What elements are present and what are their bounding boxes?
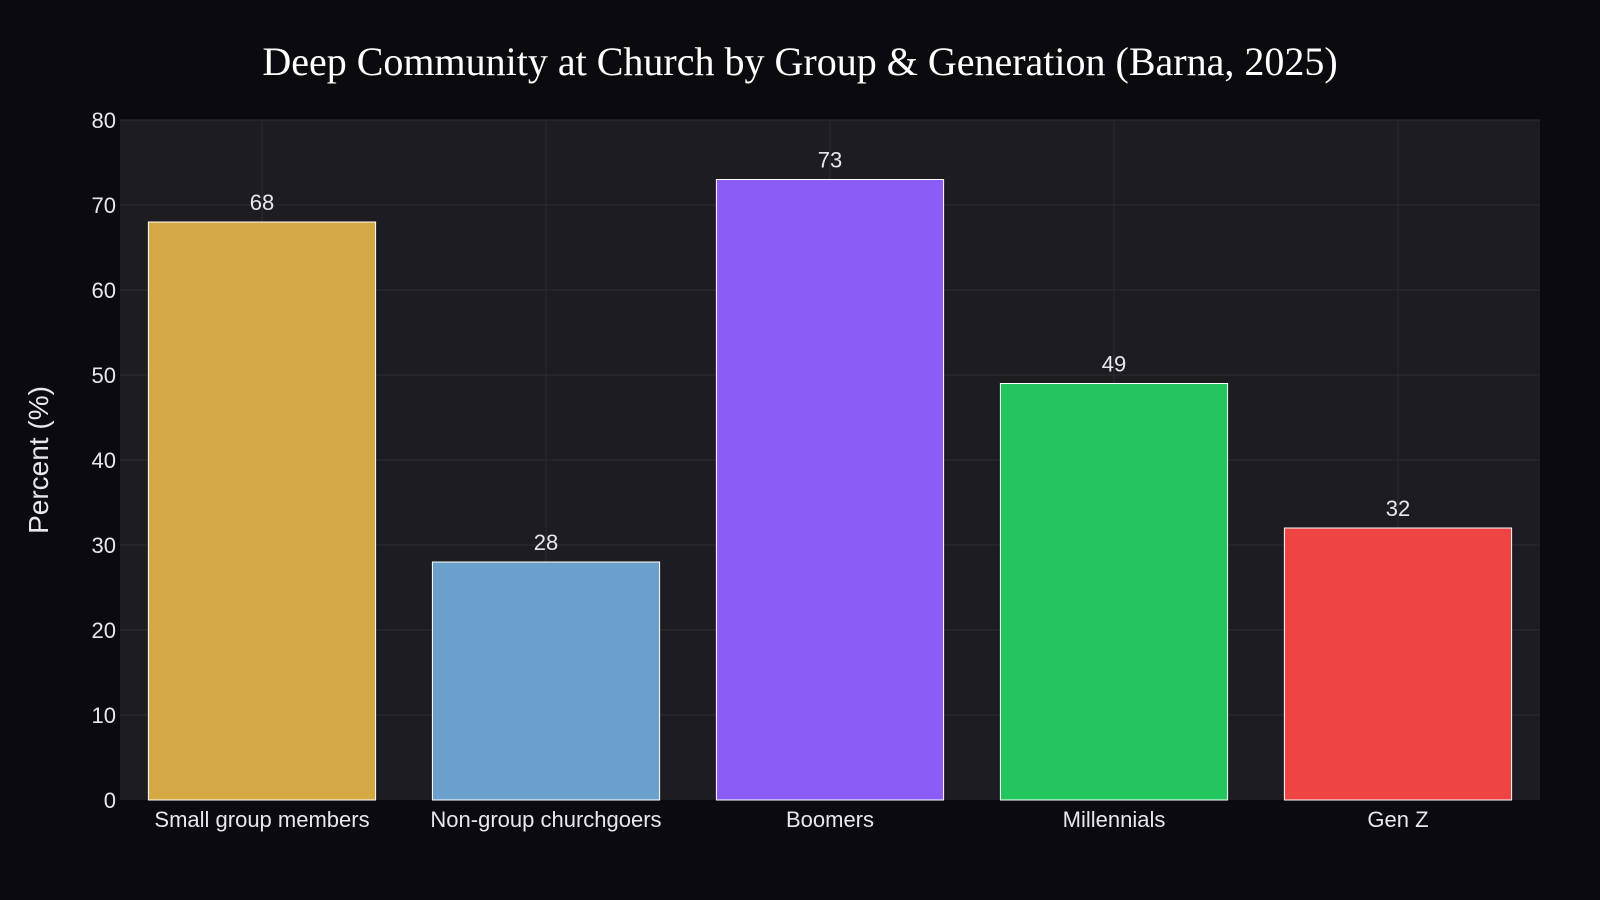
- y-tick-label: 80: [92, 108, 116, 133]
- x-tick-label: Small group members: [154, 807, 369, 832]
- x-tick-label: Boomers: [786, 807, 874, 832]
- x-tick-label: Gen Z: [1367, 807, 1428, 832]
- bar-value-label: 49: [1102, 352, 1126, 377]
- y-tick-label: 20: [92, 618, 116, 643]
- bar: [715, 179, 945, 801]
- y-axis-title: Percent (%): [23, 386, 54, 534]
- bar-value-label: 68: [250, 190, 274, 215]
- x-tick-label: Millennials: [1063, 807, 1166, 832]
- chart-title: Deep Community at Church by Group & Gene…: [262, 39, 1337, 84]
- y-tick-label: 40: [92, 448, 116, 473]
- bar: [999, 383, 1229, 801]
- x-tick-label: Non-group churchgoers: [430, 807, 661, 832]
- y-tick-label: 0: [104, 788, 116, 813]
- bar: [431, 561, 661, 801]
- bar: [147, 221, 377, 801]
- y-tick-label: 10: [92, 703, 116, 728]
- bar-value-label: 28: [534, 530, 558, 555]
- bar-data-labels: 68 28 73 49 32: [250, 148, 1410, 556]
- y-tick-label: 70: [92, 193, 116, 218]
- y-tick-label: 60: [92, 278, 116, 303]
- x-axis-ticks: Small group members Non-group churchgoers…: [154, 807, 1428, 832]
- y-tick-label: 50: [92, 363, 116, 388]
- bar: [1283, 527, 1513, 801]
- bar-value-label: 32: [1386, 496, 1410, 521]
- y-tick-label: 30: [92, 533, 116, 558]
- bar-value-label: 73: [818, 148, 842, 173]
- y-axis-ticks: 0 10 20 30 40 50 60 70 80: [92, 108, 116, 813]
- bars: [147, 179, 1513, 801]
